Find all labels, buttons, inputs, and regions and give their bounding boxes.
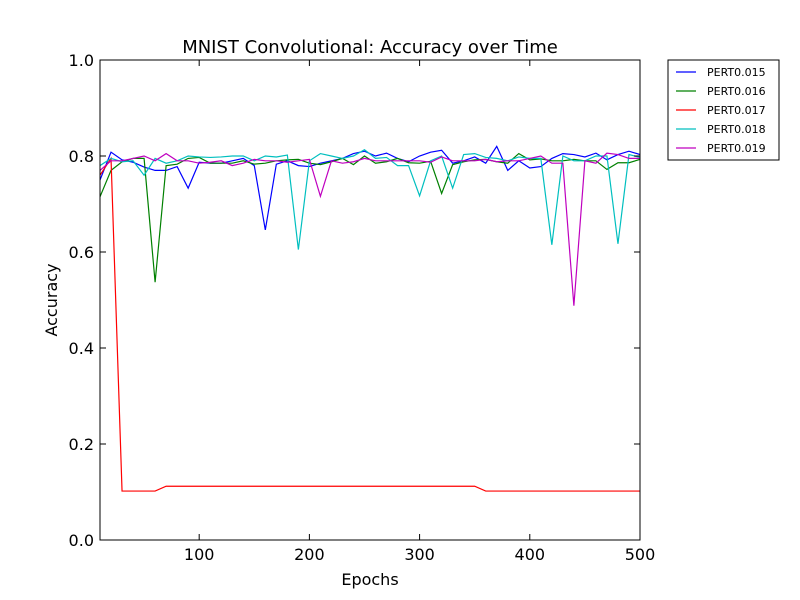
- legend-label-PERT0.017: PERT0.017: [707, 104, 766, 117]
- legend-label-PERT0.018: PERT0.018: [707, 123, 766, 136]
- y-tick-label: 0.4: [69, 339, 94, 358]
- series-line-PERT0.019: [100, 152, 640, 306]
- x-tick-label: 400: [515, 545, 546, 564]
- legend: PERT0.015 PERT0.016 PERT0.017 PERT0.018 PERT…: [667, 59, 780, 161]
- chart-title: MNIST Convolutional: Accuracy over Time: [182, 37, 558, 58]
- x-tick-label: 300: [404, 545, 435, 564]
- legend-label-PERT0.019: PERT0.019: [707, 142, 766, 155]
- x-axis-ticks: 100 200 300 400 500: [184, 60, 655, 564]
- y-tick-label: 0.0: [69, 531, 94, 550]
- y-tick-label: 0.2: [69, 435, 94, 454]
- y-tick-label: 1.0: [69, 51, 94, 70]
- x-tick-label: 500: [625, 545, 656, 564]
- plot-frame: [99, 59, 641, 541]
- y-tick-label: 0.6: [69, 243, 94, 262]
- legend-label-PERT0.016: PERT0.016: [707, 85, 766, 98]
- series-line-PERT0.017: [100, 156, 640, 492]
- series-group: [100, 145, 640, 492]
- y-axis-ticks: 0.0 0.2 0.4 0.6 0.8 1.0: [69, 51, 640, 550]
- y-axis-label: Accuracy: [42, 263, 61, 336]
- x-tick-label: 200: [294, 545, 325, 564]
- plot-area: [100, 60, 640, 540]
- x-axis-label: Epochs: [341, 570, 398, 589]
- series-line-PERT0.018: [100, 149, 640, 250]
- legend-label-PERT0.015: PERT0.015: [707, 66, 766, 79]
- y-tick-label: 0.8: [69, 147, 94, 166]
- x-tick-label: 100: [184, 545, 215, 564]
